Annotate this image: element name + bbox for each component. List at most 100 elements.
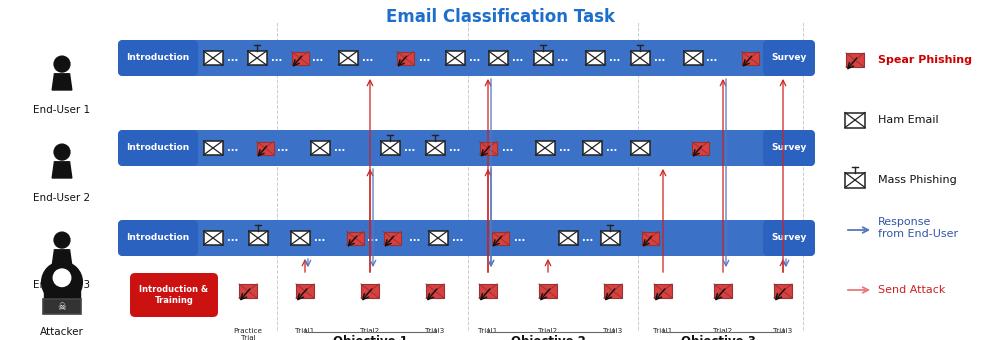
- Text: Survey: Survey: [771, 53, 807, 63]
- FancyBboxPatch shape: [310, 141, 330, 155]
- FancyBboxPatch shape: [631, 141, 650, 155]
- Text: Trial2: Trial2: [538, 328, 558, 334]
- Circle shape: [54, 232, 70, 248]
- FancyBboxPatch shape: [492, 232, 509, 244]
- Text: Spear Phishing: Spear Phishing: [878, 55, 972, 65]
- Text: ...: ...: [227, 233, 239, 243]
- Text: Trial1: Trial1: [478, 328, 498, 334]
- FancyBboxPatch shape: [43, 299, 81, 314]
- FancyBboxPatch shape: [204, 231, 222, 245]
- Text: ...: ...: [469, 53, 481, 63]
- Polygon shape: [52, 74, 72, 90]
- Text: ☠: ☠: [58, 302, 66, 311]
- Text: Trial3: Trial3: [425, 328, 445, 334]
- Text: ...: ...: [706, 53, 718, 63]
- FancyBboxPatch shape: [684, 51, 702, 65]
- FancyBboxPatch shape: [446, 51, 464, 65]
- FancyBboxPatch shape: [480, 141, 496, 154]
- Text: ...: ...: [452, 233, 464, 243]
- FancyBboxPatch shape: [534, 51, 552, 65]
- Text: ...: ...: [271, 53, 283, 63]
- Text: Practice
Trial: Practice Trial: [234, 328, 262, 340]
- FancyBboxPatch shape: [428, 231, 448, 245]
- FancyBboxPatch shape: [845, 172, 865, 187]
- FancyBboxPatch shape: [118, 40, 198, 76]
- FancyBboxPatch shape: [248, 231, 268, 245]
- FancyBboxPatch shape: [384, 232, 400, 244]
- FancyBboxPatch shape: [845, 113, 865, 128]
- FancyBboxPatch shape: [742, 51, 759, 65]
- Text: Survey: Survey: [771, 143, 807, 153]
- Text: ...: ...: [557, 53, 569, 63]
- Text: Introduction: Introduction: [126, 53, 190, 63]
- Text: ...: ...: [449, 143, 461, 153]
- FancyBboxPatch shape: [763, 130, 815, 166]
- Polygon shape: [44, 282, 80, 299]
- Text: ...: ...: [362, 53, 374, 63]
- Text: Email Classification Task: Email Classification Task: [386, 8, 614, 26]
- Text: ...: ...: [419, 53, 431, 63]
- Text: ...: ...: [409, 233, 421, 243]
- FancyBboxPatch shape: [604, 284, 622, 298]
- FancyBboxPatch shape: [338, 51, 358, 65]
- Circle shape: [54, 144, 70, 160]
- Text: End-User 3: End-User 3: [33, 280, 91, 290]
- FancyBboxPatch shape: [347, 232, 364, 244]
- FancyBboxPatch shape: [558, 231, 578, 245]
- Text: Trial3: Trial3: [773, 328, 793, 334]
- Text: Trial2: Trial2: [360, 328, 380, 334]
- FancyBboxPatch shape: [204, 51, 222, 65]
- FancyBboxPatch shape: [361, 284, 379, 298]
- FancyBboxPatch shape: [536, 141, 554, 155]
- Text: Trial1: Trial1: [295, 328, 315, 334]
- FancyBboxPatch shape: [118, 130, 815, 166]
- FancyBboxPatch shape: [290, 231, 310, 245]
- FancyBboxPatch shape: [714, 284, 732, 298]
- Circle shape: [42, 262, 82, 303]
- FancyBboxPatch shape: [296, 284, 314, 298]
- Text: ...: ...: [227, 143, 239, 153]
- FancyBboxPatch shape: [130, 273, 218, 317]
- FancyBboxPatch shape: [763, 220, 815, 256]
- FancyBboxPatch shape: [586, 51, 604, 65]
- FancyBboxPatch shape: [426, 141, 444, 155]
- Text: ...: ...: [227, 53, 239, 63]
- Polygon shape: [52, 250, 72, 266]
- FancyBboxPatch shape: [292, 51, 308, 65]
- Text: ...: ...: [314, 233, 326, 243]
- Text: Trial3: Trial3: [603, 328, 623, 334]
- Text: ...: ...: [334, 143, 346, 153]
- FancyBboxPatch shape: [582, 141, 602, 155]
- Circle shape: [54, 56, 70, 72]
- Circle shape: [53, 269, 71, 287]
- Text: ...: ...: [277, 143, 289, 153]
- Text: Attacker: Attacker: [40, 327, 84, 337]
- FancyBboxPatch shape: [692, 141, 708, 154]
- FancyBboxPatch shape: [204, 141, 222, 155]
- FancyBboxPatch shape: [642, 232, 658, 244]
- Text: Objective 3: Objective 3: [681, 335, 755, 340]
- Text: Ham Email: Ham Email: [878, 115, 939, 125]
- Text: Introduction &
Training: Introduction & Training: [139, 285, 209, 305]
- Text: ...: ...: [312, 53, 324, 63]
- FancyBboxPatch shape: [239, 284, 257, 298]
- Text: ...: ...: [609, 53, 621, 63]
- Text: ...: ...: [606, 143, 618, 153]
- Text: Trial1: Trial1: [653, 328, 673, 334]
- Text: Introduction: Introduction: [126, 234, 190, 242]
- FancyBboxPatch shape: [118, 220, 198, 256]
- Text: Trial2: Trial2: [713, 328, 733, 334]
- FancyBboxPatch shape: [654, 284, 672, 298]
- FancyBboxPatch shape: [774, 284, 792, 298]
- FancyBboxPatch shape: [426, 284, 444, 298]
- FancyBboxPatch shape: [118, 130, 198, 166]
- FancyBboxPatch shape: [488, 51, 508, 65]
- Text: ...: ...: [654, 53, 666, 63]
- Text: ...: ...: [514, 233, 526, 243]
- Text: Introduction: Introduction: [126, 143, 190, 153]
- FancyBboxPatch shape: [118, 220, 815, 256]
- FancyBboxPatch shape: [600, 231, 620, 245]
- Text: ...: ...: [559, 143, 571, 153]
- FancyBboxPatch shape: [631, 51, 650, 65]
- FancyBboxPatch shape: [396, 51, 414, 65]
